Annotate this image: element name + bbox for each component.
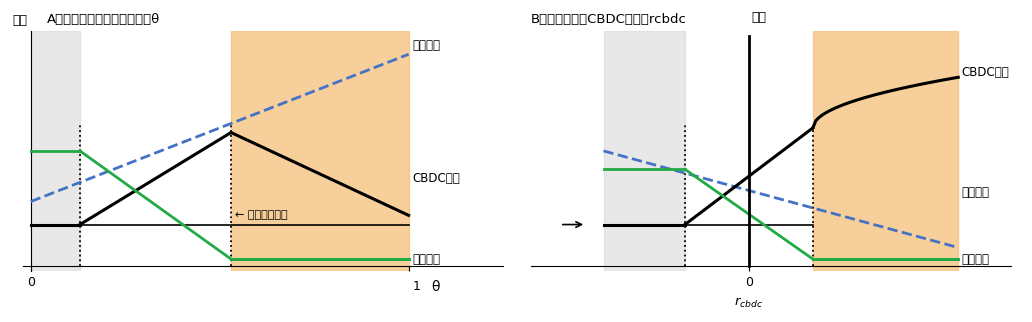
Text: A：现金份额和类现金程度，θ: A：现金份额和类现金程度，θ [47, 13, 161, 26]
Text: 现金份额: 现金份额 [961, 252, 989, 266]
Text: θ: θ [431, 280, 440, 294]
Text: 份额: 份额 [751, 11, 767, 24]
Text: 份额: 份额 [12, 14, 27, 27]
Text: ← 网络效应阈值: ← 网络效应阈值 [235, 210, 288, 220]
Text: CBDC份额: CBDC份额 [961, 66, 1009, 79]
Text: 存款份额: 存款份额 [413, 39, 441, 52]
Text: CBDC份额: CBDC份额 [413, 172, 460, 185]
Text: B：现金份额和CBDC利率，rcbdc: B：现金份额和CBDC利率，rcbdc [530, 13, 686, 26]
Text: 存款份额: 存款份额 [961, 186, 989, 199]
Bar [604, 31, 685, 270]
Bar [231, 31, 409, 270]
Bar [31, 31, 79, 270]
Text: 1: 1 [413, 280, 420, 293]
Text: 现金份额: 现金份额 [413, 252, 441, 266]
Bar [813, 31, 959, 270]
Text: $r_{cbdc}$: $r_{cbdc}$ [734, 296, 764, 310]
